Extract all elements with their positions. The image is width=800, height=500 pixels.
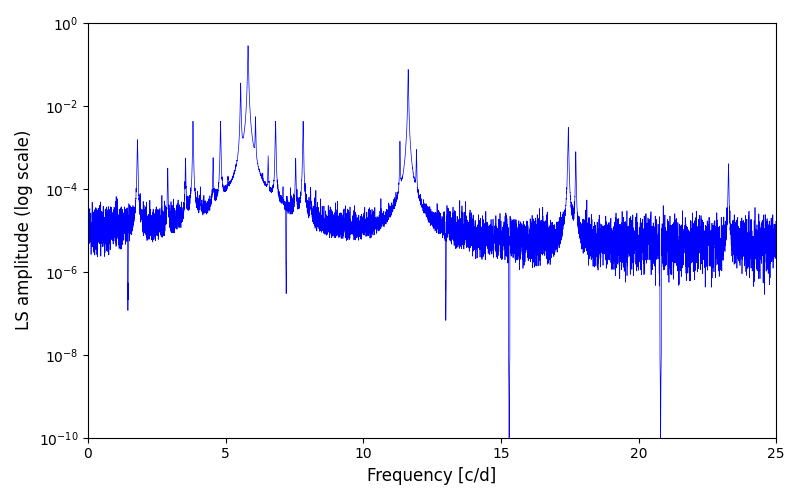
Y-axis label: LS amplitude (log scale): LS amplitude (log scale)	[15, 130, 33, 330]
X-axis label: Frequency [c/d]: Frequency [c/d]	[367, 467, 497, 485]
